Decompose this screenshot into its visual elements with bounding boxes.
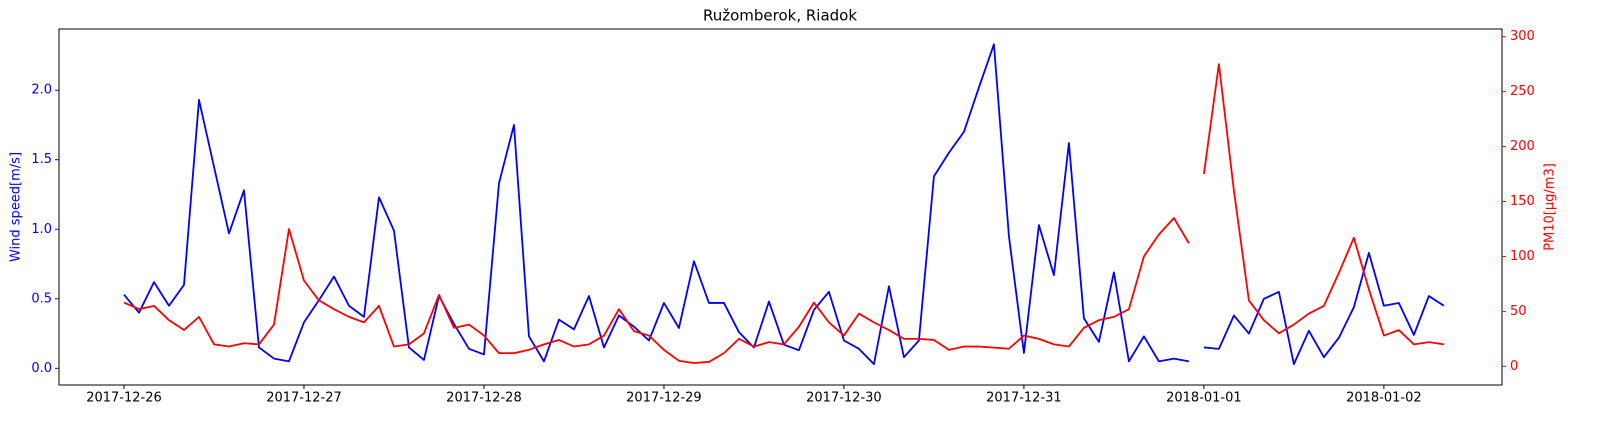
- series-line: [123, 63, 1445, 364]
- x-tick-label: 2018-01-01: [1166, 391, 1242, 406]
- x-tick-label: 2017-12-27: [266, 391, 342, 406]
- y2-tick-label: 50: [1510, 304, 1527, 319]
- x-tick-label: 2017-12-26: [86, 391, 162, 406]
- y2-tick-label: 100: [1510, 249, 1535, 264]
- x-tick-label: 2018-01-02: [1346, 391, 1422, 406]
- x-tick-label: 2017-12-28: [446, 391, 522, 406]
- y-tick-label: 1.5: [31, 152, 52, 167]
- y2-axis-label: PM10[μg/m3]: [1543, 163, 1558, 251]
- chart-title: Ružomberok, Riadok: [703, 7, 857, 25]
- y-tick-label: 0.5: [31, 291, 52, 306]
- y2-tick-label: 150: [1510, 194, 1535, 209]
- y2-tick-label: 200: [1510, 139, 1535, 154]
- y2-tick-label: 250: [1510, 84, 1535, 99]
- y-tick-label: 2.0: [31, 83, 52, 98]
- y-tick-label: 1.0: [31, 222, 52, 237]
- x-tick-label: 2017-12-31: [986, 391, 1062, 406]
- x-tick-label: 2017-12-30: [806, 391, 882, 406]
- y-tick-label: 0.0: [31, 361, 52, 376]
- y2-tick-label: 300: [1510, 29, 1535, 44]
- series-line: [123, 43, 1445, 366]
- x-tick-label: 2017-12-29: [626, 391, 702, 406]
- plot-frame: [58, 28, 1503, 386]
- y-axis-label: Wind speed[m/s]: [9, 152, 24, 262]
- y2-tick-label: 0: [1510, 359, 1518, 374]
